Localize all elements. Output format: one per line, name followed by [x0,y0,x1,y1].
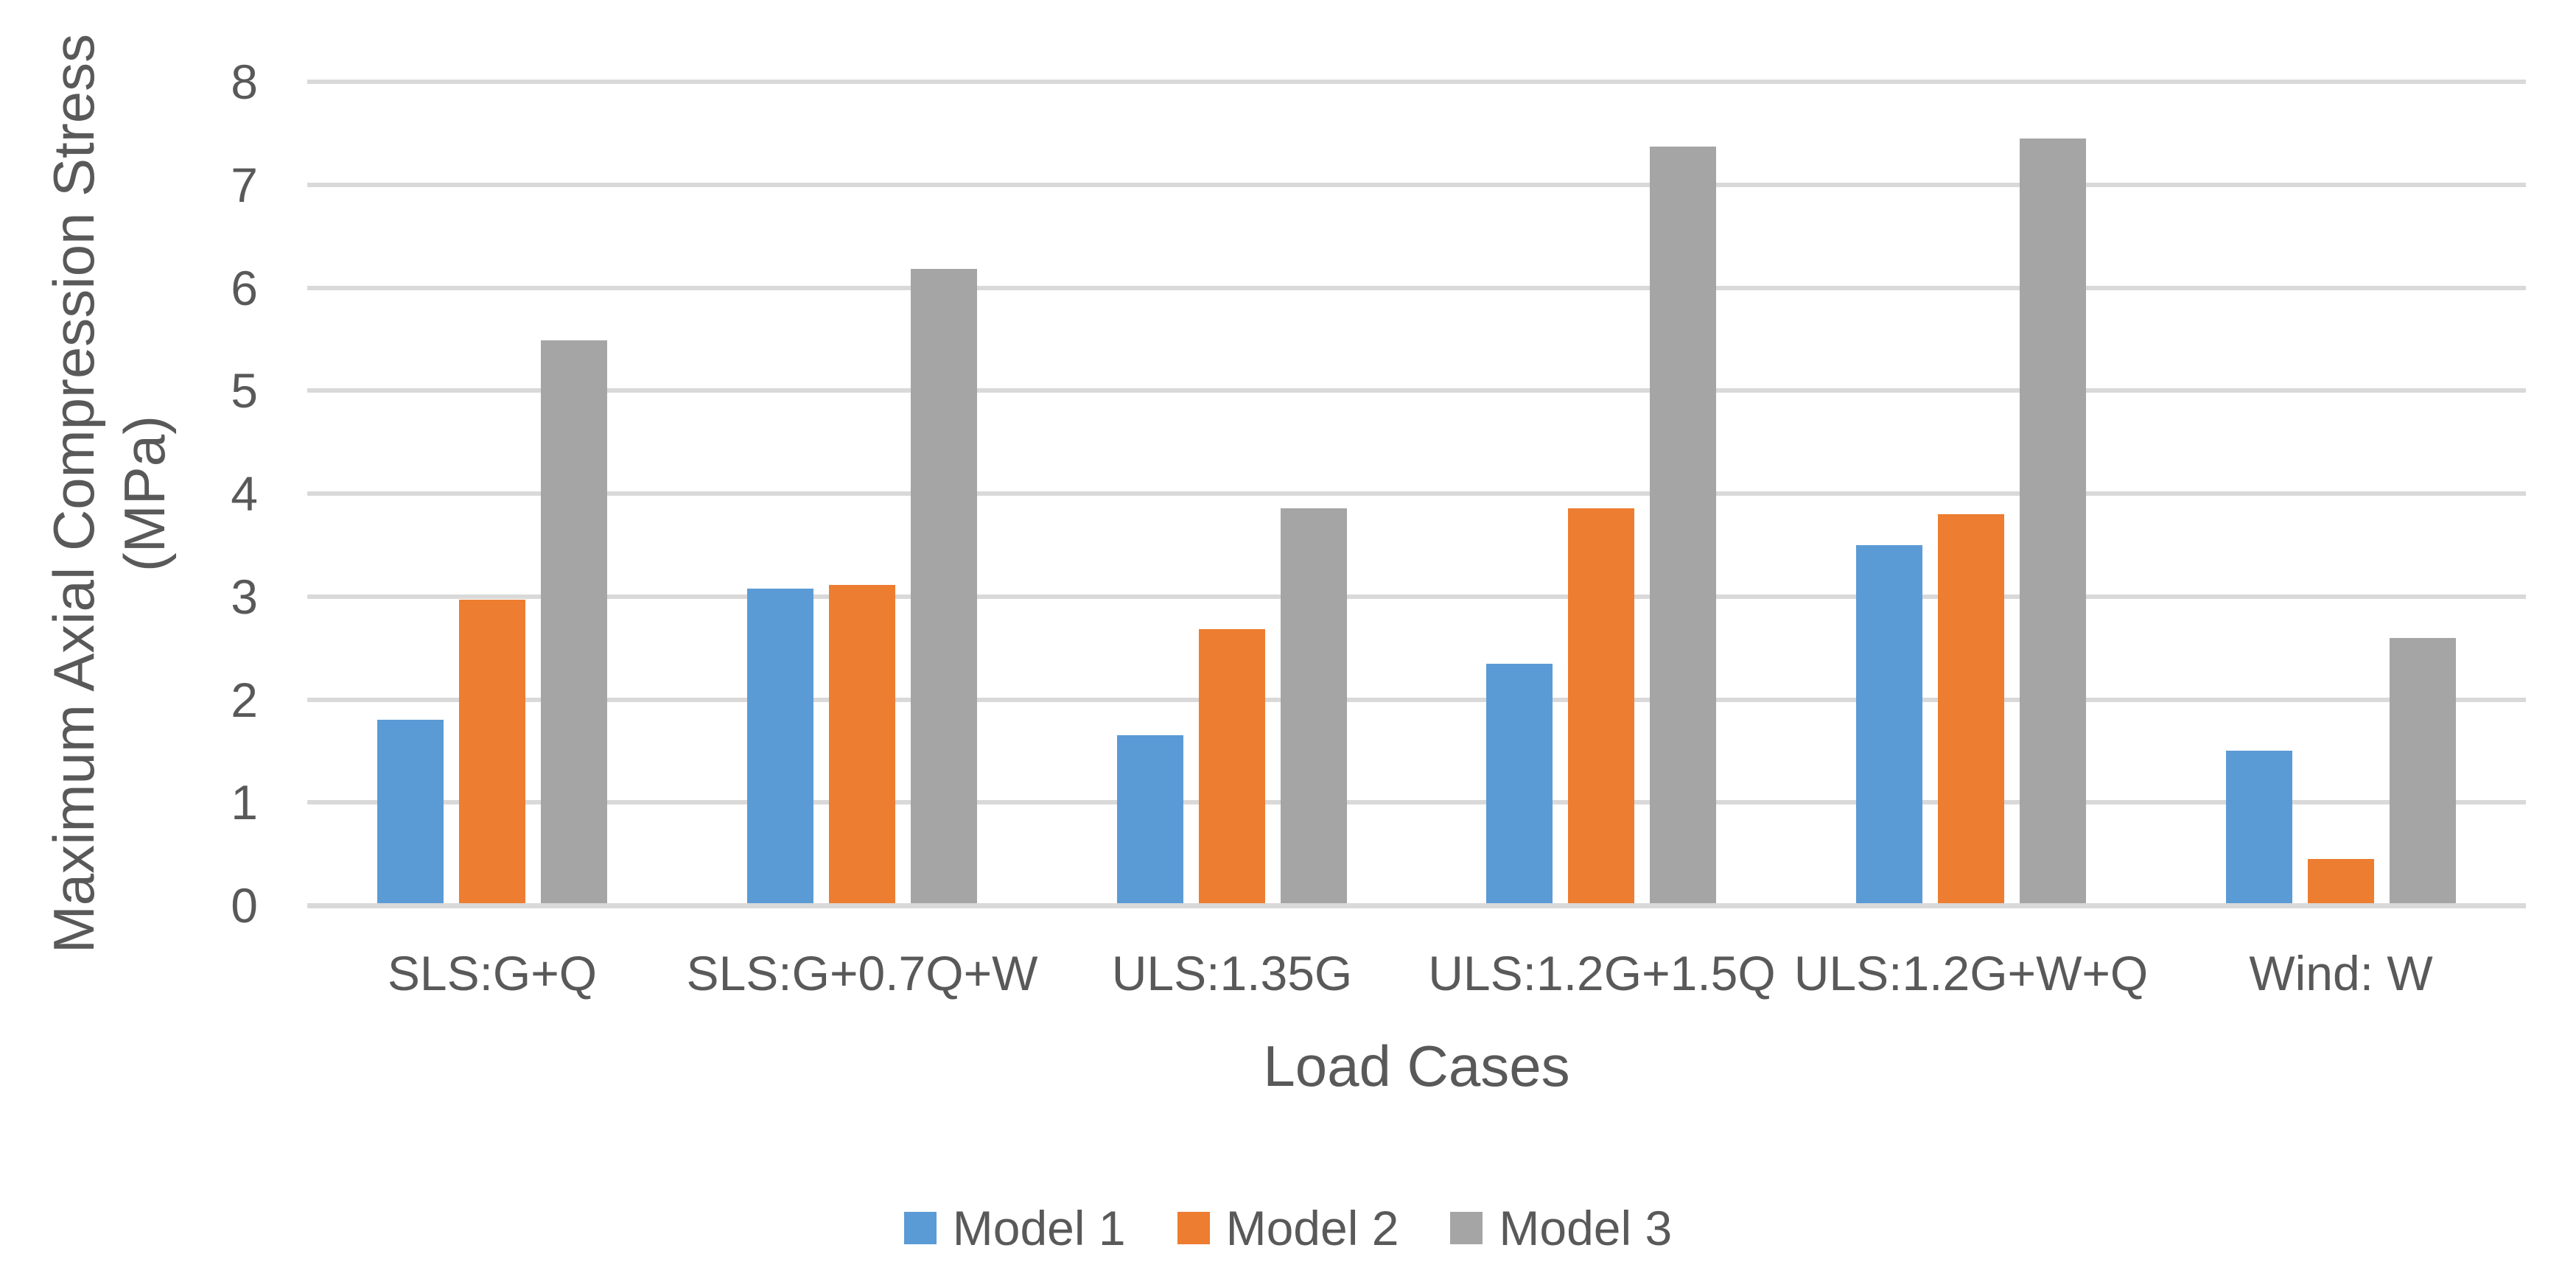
bar-model-2-cat6 [2308,859,2374,905]
bar-model-1-cat4 [1486,664,1553,905]
y-tick-label-7: 7 [231,158,258,212]
y-tick-label-1: 1 [231,775,258,830]
x-axis-line [307,903,2526,908]
gridline-y-3 [307,595,2526,599]
x-axis-title: Load Cases [1263,1034,1570,1098]
legend-entry-model-1: Model 1 [903,1201,1126,1255]
bar-model-3-cat6 [2390,638,2456,905]
bar-model-2-cat2 [829,585,895,905]
x-category-label-4: ULS:1.2G+1.5Q [1428,946,1776,1000]
plot-area [307,80,2526,908]
legend-swatch-icon [1177,1212,1210,1244]
y-tick-label-8: 8 [231,55,258,109]
x-category-label-3: ULS:1.35G [1111,946,1353,1000]
bar-model-3-cat4 [1650,147,1716,905]
bar-model-2-cat5 [1938,514,2004,905]
bar-model-1-cat6 [2226,751,2292,905]
y-tick-label-3: 3 [231,569,258,624]
gridline-y-1 [307,800,2526,804]
gridline-y-7 [307,183,2526,187]
x-category-label-1: SLS:G+Q [387,946,598,1000]
legend-label: Model 1 [952,1201,1126,1255]
bar-model-3-cat1 [541,340,607,905]
bar-model-2-cat1 [459,600,525,905]
gridline-y-8 [307,80,2526,84]
gridline-y-4 [307,491,2526,496]
bar-model-2-cat3 [1199,629,1265,905]
gridline-y-5 [307,388,2526,393]
bar-model-2-cat4 [1568,508,1634,905]
bar-model-3-cat3 [1281,508,1347,905]
y-tick-label-5: 5 [231,363,258,418]
bar-model-3-cat2 [911,269,977,905]
bar-model-3-cat5 [2020,138,2086,905]
legend: Model 1 Model 2 Model 3 [0,1204,2576,1252]
gridline-y-6 [307,286,2526,290]
legend-entry-model-2: Model 2 [1177,1204,1399,1252]
legend-swatch-icon [903,1212,937,1244]
y-axis-title-line1: Maximum Axial Compression Stress [41,33,106,954]
bar-model-1-cat5 [1856,545,1922,905]
legend-label: Model 3 [1499,1201,1673,1255]
bar-model-1-cat1 [377,720,444,905]
bar-model-1-cat3 [1117,735,1183,905]
y-tick-label-0: 0 [231,878,258,933]
y-tick-label-4: 4 [231,466,258,521]
x-category-label-6: Wind: W [2249,946,2433,1000]
y-tick-label-2: 2 [231,673,258,727]
legend-swatch-icon [1450,1212,1483,1244]
legend-entry-model-3: Model 3 [1450,1204,1672,1252]
y-tick-label-6: 6 [231,261,258,315]
x-category-label-2: SLS:G+0.7Q+W [686,946,1038,1000]
x-category-label-5: ULS:1.2G+W+Q [1793,946,2149,1000]
gridline-y-2 [307,698,2526,702]
legend-label: Model 2 [1225,1201,1399,1255]
bar-model-1-cat2 [747,589,813,905]
